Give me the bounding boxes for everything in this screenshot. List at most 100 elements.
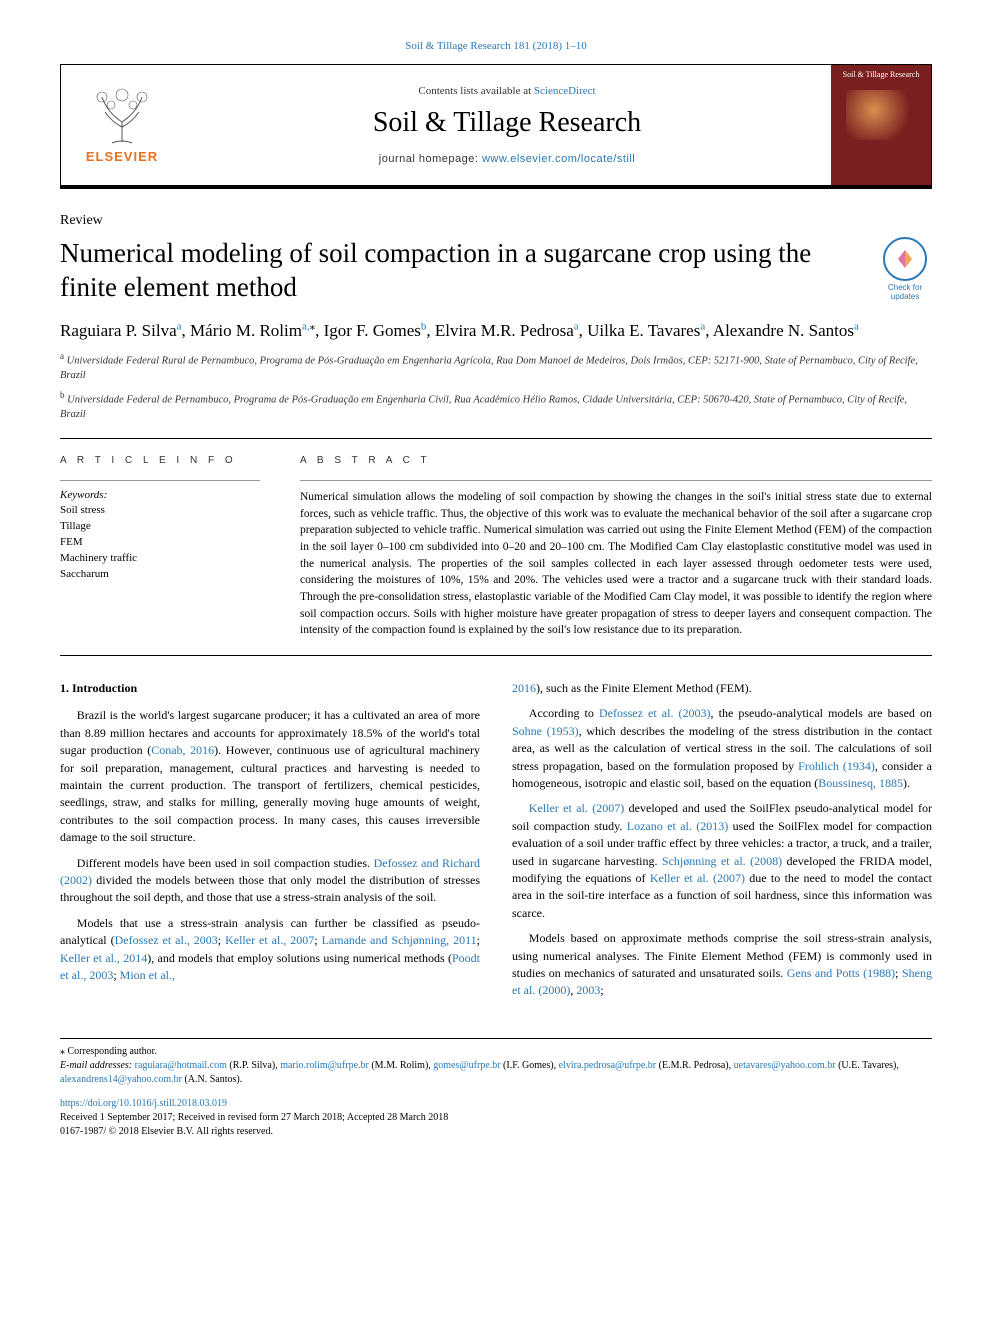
- ref-mion-2016[interactable]: 2016: [512, 681, 536, 695]
- keyword-item: Tillage: [60, 519, 260, 535]
- check-updates-badge[interactable]: Check for updates: [878, 237, 932, 301]
- right-para-1: According to Defossez et al. (2003), the…: [512, 705, 932, 792]
- divider-bottom: [60, 655, 932, 656]
- journal-homepage-line: journal homepage: www.elsevier.com/locat…: [379, 153, 635, 165]
- journal-reference: Soil & Tillage Research 181 (2018) 1–10: [60, 40, 932, 52]
- email-label: E-mail addresses:: [60, 1060, 132, 1071]
- affiliation-a: a Universidade Federal Rural de Pernambu…: [60, 350, 932, 383]
- divider-top: [60, 438, 932, 439]
- left-column: 1. Introduction Brazil is the world's la…: [60, 680, 480, 1008]
- r1-text-a: According to: [529, 706, 599, 720]
- title-row: Numerical modeling of soil compaction in…: [60, 237, 932, 319]
- right-para-0: 2016), such as the Finite Element Method…: [512, 680, 932, 697]
- info-abstract-row: A R T I C L E I N F O Keywords: Soil str…: [60, 455, 932, 639]
- ref-schjonning-2008[interactable]: Schjønning et al. (2008): [662, 854, 782, 868]
- article-info-column: A R T I C L E I N F O Keywords: Soil str…: [60, 455, 260, 639]
- p3-sep2: ;: [314, 933, 321, 947]
- ref-lamande-2011[interactable]: Lamande and Schjønning, 2011: [322, 933, 477, 947]
- p1-text-b: ). However, continuous use of agricultur…: [60, 743, 480, 844]
- intro-para-1: Brazil is the world's largest sugarcane …: [60, 707, 480, 846]
- email-link[interactable]: gomes@ufrpe.br: [433, 1060, 500, 1071]
- email-link[interactable]: uetavares@yahoo.com.br: [734, 1060, 836, 1071]
- r1-text-e: ).: [903, 776, 910, 790]
- ref-gens-potts-1988[interactable]: Gens and Potts (1988): [787, 966, 895, 980]
- ref-keller-2007b[interactable]: Keller et al. (2007): [529, 801, 624, 815]
- article-info-label: A R T I C L E I N F O: [60, 455, 260, 466]
- r3-text-d: ;: [600, 983, 603, 997]
- homepage-prefix: journal homepage:: [379, 153, 482, 165]
- cover-title: Soil & Tillage Research: [843, 71, 920, 80]
- article-type: Review: [60, 213, 932, 229]
- contents-available-line: Contents lists available at ScienceDirec…: [418, 85, 595, 97]
- ref-defossez-2003b[interactable]: Defossez et al. (2003): [599, 706, 711, 720]
- abstract-label: A B S T R A C T: [300, 455, 932, 466]
- r3-text-b: ;: [895, 966, 902, 980]
- cover-image: [846, 90, 916, 140]
- email-link[interactable]: raguiara@hotmail.com: [135, 1060, 227, 1071]
- footer-divider: [60, 1038, 932, 1039]
- journal-cover-thumbnail: Soil & Tillage Research: [831, 65, 931, 185]
- intro-para-2: Different models have been used in soil …: [60, 855, 480, 907]
- keyword-item: Saccharum: [60, 567, 260, 583]
- r1-text-b: , the pseudo-analytical models are based…: [711, 706, 932, 720]
- keywords-list: Soil stressTillageFEMMachinery trafficSa…: [60, 503, 260, 583]
- keyword-item: Machinery traffic: [60, 551, 260, 567]
- corresponding-author-block: ⁎ Corresponding author. E-mail addresses…: [60, 1045, 932, 1087]
- check-updates-icon: [883, 237, 927, 281]
- email-link[interactable]: alexandrens14@yahoo.com.br: [60, 1074, 182, 1085]
- ref-conab-2016[interactable]: Conab, 2016: [151, 743, 214, 757]
- elsevier-tree-icon: [87, 87, 157, 147]
- article-title: Numerical modeling of soil compaction in…: [60, 237, 860, 305]
- journal-title: Soil & Tillage Research: [373, 107, 641, 139]
- ref-sheng-2003[interactable]: 2003: [576, 983, 600, 997]
- right-column: 2016), such as the Finite Element Method…: [512, 680, 932, 1008]
- info-divider: [60, 480, 260, 481]
- email-link[interactable]: mario.rolim@ufrpe.br: [280, 1060, 369, 1071]
- authors-list: Raguiara P. Silvaa, Mário M. Rolima,⁎, I…: [60, 319, 932, 343]
- ref-keller-2007c[interactable]: Keller et al. (2007): [650, 871, 745, 885]
- intro-heading: 1. Introduction: [60, 680, 480, 697]
- ref-defossez-2003[interactable]: Defossez et al., 2003: [115, 933, 218, 947]
- page-root: Soil & Tillage Research 181 (2018) 1–10 …: [0, 0, 992, 1179]
- ref-sohne-1953[interactable]: Sohne (1953): [512, 724, 579, 738]
- keywords-heading: Keywords:: [60, 489, 260, 501]
- doi-block: https://doi.org/10.1016/j.still.2018.03.…: [60, 1097, 932, 1139]
- doi-link[interactable]: https://doi.org/10.1016/j.still.2018.03.…: [60, 1098, 227, 1109]
- affiliation-b-text: Universidade Federal de Pernambuco, Prog…: [60, 395, 907, 420]
- ref-lozano-2013[interactable]: Lozano et al. (2013): [627, 819, 729, 833]
- affiliation-a-text: Universidade Federal Rural de Pernambuco…: [60, 356, 918, 381]
- abstract-text: Numerical simulation allows the modeling…: [300, 489, 932, 639]
- ref-keller-2014[interactable]: Keller et al., 2014: [60, 951, 147, 965]
- elsevier-wordmark: ELSEVIER: [86, 149, 158, 164]
- keyword-item: FEM: [60, 535, 260, 551]
- ref-boussinesq-1885[interactable]: Boussinesq, 1885: [818, 776, 903, 790]
- abstract-column: A B S T R A C T Numerical simulation all…: [300, 455, 932, 639]
- right-para-2: Keller et al. (2007) developed and used …: [512, 800, 932, 922]
- keyword-item: Soil stress: [60, 503, 260, 519]
- p3-sep1: ;: [218, 933, 225, 947]
- email-line: E-mail addresses: raguiara@hotmail.com (…: [60, 1059, 932, 1087]
- ref-frohlich-1934[interactable]: Frohlich (1934): [798, 759, 875, 773]
- ref-mion[interactable]: Mion et al.,: [120, 968, 175, 982]
- sciencedirect-link[interactable]: ScienceDirect: [534, 85, 596, 97]
- corr-label: ⁎ Corresponding author.: [60, 1045, 932, 1059]
- r0-text: ), such as the Finite Element Method (FE…: [536, 681, 752, 695]
- email-link[interactable]: elvira.pedrosa@ufrpe.br: [559, 1060, 657, 1071]
- p3-text-b: ), and models that employ solutions usin…: [147, 951, 452, 965]
- intro-para-3: Models that use a stress-strain analysis…: [60, 915, 480, 985]
- check-updates-label: Check for updates: [888, 283, 922, 301]
- contents-prefix: Contents lists available at: [418, 85, 533, 97]
- received-line: Received 1 September 2017; Received in r…: [60, 1112, 448, 1123]
- p2-text-b: divided the models between those that on…: [60, 873, 480, 904]
- p3-sep3: ;: [477, 933, 480, 947]
- homepage-link[interactable]: www.elsevier.com/locate/still: [482, 153, 635, 165]
- affiliation-b: b Universidade Federal de Pernambuco, Pr…: [60, 389, 932, 422]
- ref-keller-2007[interactable]: Keller et al., 2007: [225, 933, 314, 947]
- header-center: Contents lists available at ScienceDirec…: [183, 65, 831, 185]
- p2-text-a: Different models have been used in soil …: [77, 856, 374, 870]
- copyright-line: 0167-1987/ © 2018 Elsevier B.V. All righ…: [60, 1126, 273, 1137]
- right-para-3: Models based on approximate methods comp…: [512, 930, 932, 1000]
- journal-reference-link[interactable]: Soil & Tillage Research 181 (2018) 1–10: [405, 40, 587, 52]
- journal-header: ELSEVIER Contents lists available at Sci…: [60, 64, 932, 189]
- elsevier-logo: ELSEVIER: [61, 65, 183, 185]
